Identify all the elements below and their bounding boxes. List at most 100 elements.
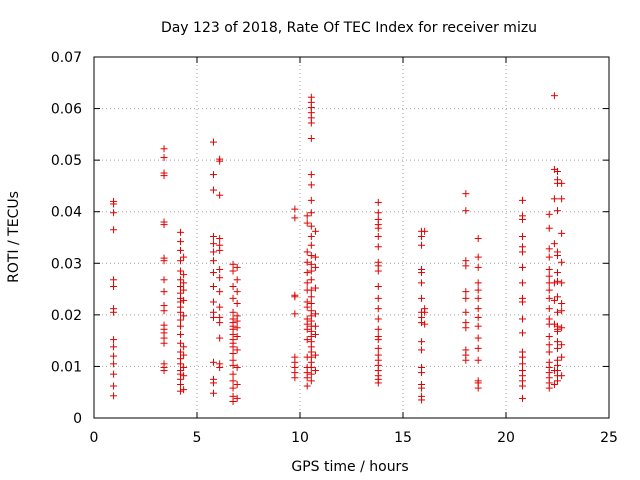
data-point (209, 298, 217, 306)
data-point (233, 276, 241, 284)
data-point (291, 214, 299, 222)
data-point (374, 232, 382, 240)
data-point (209, 171, 217, 179)
data-point (229, 282, 237, 290)
data-point (418, 392, 426, 400)
data-point (545, 348, 553, 356)
data-point (177, 289, 185, 297)
data-point (554, 269, 561, 277)
data-point (307, 171, 315, 179)
data-point (229, 377, 237, 385)
data-point (307, 370, 315, 378)
data-point (558, 341, 566, 349)
data-point (160, 169, 168, 177)
data-point (311, 351, 319, 359)
data-point (209, 248, 217, 256)
data-point (545, 224, 553, 232)
data-point (545, 253, 553, 261)
data-point (209, 282, 217, 290)
data-point (291, 291, 299, 299)
x-tick-label: 0 (90, 430, 99, 446)
data-point (462, 294, 470, 302)
data-point (545, 333, 553, 341)
data-point (177, 238, 185, 246)
data-point (545, 265, 553, 273)
data-point (462, 207, 470, 215)
data-point (180, 253, 188, 261)
data-point (291, 205, 299, 213)
data-point (545, 341, 553, 349)
data-point (418, 338, 426, 346)
data-point (554, 207, 561, 215)
data-point (216, 265, 224, 273)
data-point (374, 305, 382, 313)
data-point (550, 195, 558, 203)
data-point (374, 198, 382, 206)
data-point (374, 282, 382, 290)
data-point (550, 92, 558, 100)
data-point (209, 269, 217, 277)
y-tick-label: 0.03 (51, 256, 82, 272)
x-tick-label: 20 (497, 430, 515, 446)
data-point (229, 370, 237, 378)
data-point (177, 355, 185, 363)
data-point (558, 372, 566, 380)
data-point (518, 348, 526, 356)
data-point (307, 307, 315, 315)
x-tick-label: 5 (193, 430, 202, 446)
data-point (474, 377, 482, 385)
data-point (209, 186, 217, 194)
data-point (160, 154, 168, 162)
data-point (110, 352, 118, 360)
data-point (216, 360, 224, 368)
data-point (307, 293, 315, 301)
data-point (418, 265, 426, 273)
data-point (160, 321, 168, 329)
data-point (421, 305, 429, 313)
data-point (374, 294, 382, 302)
data-point (291, 353, 299, 361)
data-point (216, 241, 224, 249)
data-point (177, 282, 185, 290)
data-point (307, 260, 315, 268)
x-tick-label: 10 (291, 430, 309, 446)
data-point (462, 346, 470, 354)
data-point (558, 179, 566, 187)
data-point (374, 351, 382, 359)
data-point (474, 235, 482, 243)
data-point (558, 324, 566, 332)
data-point (554, 167, 561, 175)
data-point (229, 392, 237, 400)
data-point (518, 212, 526, 220)
data-point (110, 197, 118, 205)
data-point (374, 315, 382, 323)
data-point (229, 294, 237, 302)
data-point (550, 380, 558, 388)
data-point (303, 248, 311, 256)
data-point (518, 263, 526, 271)
data-point (307, 181, 315, 189)
data-point (545, 294, 553, 302)
y-tick-label: 0.06 (51, 102, 82, 118)
data-point (229, 350, 237, 358)
plot-frame (93, 56, 610, 419)
data-point (110, 305, 118, 313)
data-point (307, 241, 315, 249)
data-point (545, 286, 553, 294)
data-point (209, 375, 217, 383)
data-point (518, 394, 526, 402)
data-point (554, 308, 561, 316)
data-point (180, 351, 188, 359)
data-point (474, 253, 482, 261)
data-point (303, 219, 311, 227)
data-point (233, 380, 241, 388)
data-point (554, 356, 561, 364)
y-tick-label: 0.01 (51, 359, 82, 375)
data-point (110, 209, 118, 217)
data-point (307, 286, 315, 294)
data-points (110, 92, 566, 405)
data-point (462, 190, 470, 198)
data-point (558, 353, 566, 361)
data-point (418, 346, 426, 354)
